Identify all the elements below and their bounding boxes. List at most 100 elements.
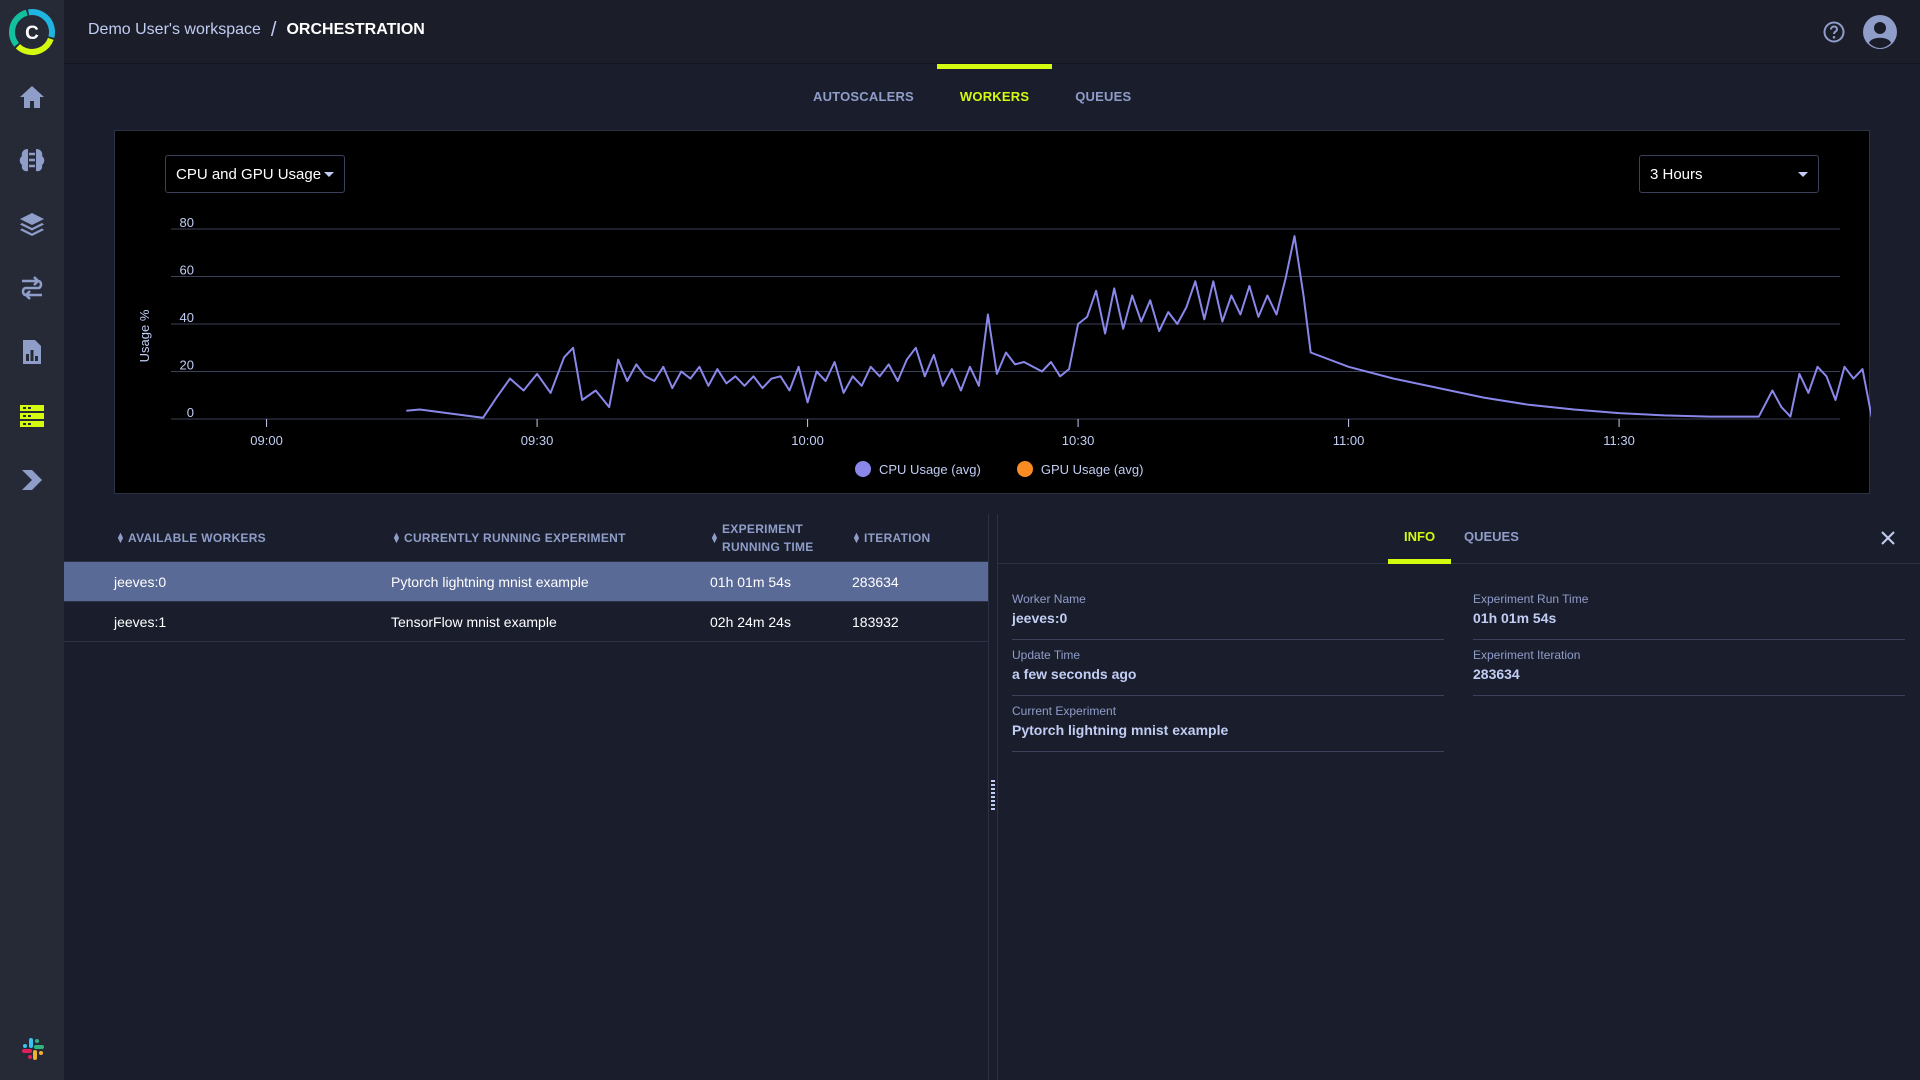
info-panel-tabs: INFO QUEUES xyxy=(998,514,1920,564)
legend-item-gpu[interactable]: GPU Usage (avg) xyxy=(1016,461,1144,477)
sidebar: C xyxy=(0,0,64,1080)
cell-iteration: 283634 xyxy=(852,574,899,590)
time-range-select[interactable]: 3 Hours xyxy=(1639,155,1819,193)
field-experiment-iteration: Experiment Iteration 283634 xyxy=(1473,640,1905,696)
breadcrumb: Demo User's workspace / ORCHESTRATION xyxy=(88,19,425,41)
column-header-label-line1: EXPERIMENT xyxy=(722,522,804,536)
legend-label-gpu: GPU Usage (avg) xyxy=(1040,461,1144,477)
panel-resize-handle[interactable] xyxy=(988,514,998,1080)
table-row[interactable]: jeeves:0 Pytorch lightning mnist example… xyxy=(64,562,988,602)
y-tick-label: 0 xyxy=(187,405,194,420)
tab-queues[interactable]: QUEUES xyxy=(1075,89,1132,104)
cell-iteration: 183932 xyxy=(852,614,899,630)
sidebar-item-orchestration[interactable] xyxy=(16,400,48,432)
cell-experiment: Pytorch lightning mnist example xyxy=(391,574,589,590)
y-axis-label: Usage % xyxy=(137,309,152,362)
tab-info[interactable]: INFO xyxy=(1388,514,1452,564)
field-label: Experiment Run Time xyxy=(1473,592,1589,606)
field-label: Current Experiment xyxy=(1012,704,1117,718)
x-tick-label: 11:00 xyxy=(1333,433,1365,448)
sidebar-item-home[interactable] xyxy=(16,81,48,113)
chevron-down-icon xyxy=(324,171,334,177)
chart-legend: CPU Usage (avg) GPU Usage (avg) xyxy=(855,461,1179,477)
metric-select[interactable]: CPU and GPU Usage xyxy=(165,155,345,193)
table-header: ▲ ▼ AVAILABLE WORKERS ▲ ▼ CURRENTLY RUNNIN… xyxy=(64,514,988,562)
breadcrumb-separator: / xyxy=(270,19,277,41)
tab-worker-queues[interactable]: QUEUES xyxy=(1464,529,1519,544)
column-header-label: EXPERIMENT RUNNING TIME xyxy=(722,520,814,556)
cell-running-time: 02h 24m 24s xyxy=(710,614,791,630)
column-header-label: ITERATION xyxy=(864,531,931,545)
user-avatar-icon[interactable] xyxy=(1862,14,1898,50)
field-current-experiment: Current Experiment Pytorch lightning mni… xyxy=(1012,696,1444,752)
column-header-running-time[interactable]: ▲ ▼ EXPERIMENT RUNNING TIME xyxy=(710,514,814,562)
brain-icon xyxy=(19,149,45,172)
breadcrumb-workspace[interactable]: Demo User's workspace xyxy=(88,21,261,38)
sidebar-item-pipelines[interactable] xyxy=(16,272,48,304)
sidebar-item-deploy[interactable] xyxy=(16,464,48,496)
close-icon[interactable] xyxy=(1878,528,1898,548)
orchestration-tabs: AUTOSCALERS WORKERS QUEUES xyxy=(790,64,1154,124)
legend-dot-gpu xyxy=(1016,461,1033,477)
column-header-label-line2: RUNNING TIME xyxy=(722,540,814,554)
sidebar-item-models[interactable] xyxy=(16,144,48,176)
sort-icon: ▲ ▼ xyxy=(392,530,402,545)
sort-icon: ▲ ▼ xyxy=(710,530,720,545)
x-tick-label: 11:30 xyxy=(1603,433,1635,448)
field-value: a few seconds ago xyxy=(1012,666,1137,682)
chevron-down-icon xyxy=(1798,171,1808,177)
svg-text:C: C xyxy=(25,23,39,44)
legend-item-cpu[interactable]: CPU Usage (avg) xyxy=(855,461,981,477)
cell-worker: jeeves:0 xyxy=(114,574,167,590)
y-tick-label: 40 xyxy=(180,310,194,325)
sort-icon: ▲ ▼ xyxy=(116,530,126,545)
field-value: Pytorch lightning mnist example xyxy=(1012,722,1229,738)
time-range-select-value: 3 Hours xyxy=(1650,165,1703,183)
field-value: 01h 01m 54s xyxy=(1473,610,1557,626)
column-header-iteration[interactable]: ▲ ▼ ITERATION xyxy=(852,514,930,562)
x-tick-label: 10:00 xyxy=(791,433,824,448)
tab-workers[interactable]: WORKERS xyxy=(936,64,1053,124)
y-tick-label: 20 xyxy=(180,358,194,373)
help-icon[interactable] xyxy=(1822,20,1846,44)
drag-grip-icon xyxy=(991,780,995,810)
y-tick-label: 80 xyxy=(180,215,194,230)
column-header-label: AVAILABLE WORKERS xyxy=(128,531,266,545)
field-value: jeeves:0 xyxy=(1012,610,1068,626)
x-tick-label: 09:00 xyxy=(250,433,283,448)
worker-info-panel: INFO QUEUES Worker Name jeeves:0 Update … xyxy=(998,514,1920,1080)
cell-worker: jeeves:1 xyxy=(114,614,167,630)
metric-select-value: CPU and GPU Usage xyxy=(176,165,322,183)
usage-chart: 0 20 40 60 80 09:00 09:30 10:00 10:30 11:00 11:30 U… xyxy=(137,215,1871,448)
cell-running-time: 01h 01m 54s xyxy=(710,574,791,590)
page-title: ORCHESTRATION xyxy=(286,21,425,38)
slack-icon[interactable] xyxy=(20,1036,46,1062)
field-label: Update Time xyxy=(1012,648,1081,662)
field-label: Experiment Iteration xyxy=(1473,648,1581,662)
field-experiment-run-time: Experiment Run Time 01h 01m 54s xyxy=(1473,584,1905,640)
field-update-time: Update Time a few seconds ago xyxy=(1012,640,1444,696)
x-tick-label: 10:30 xyxy=(1062,433,1095,448)
sidebar-item-datasets[interactable] xyxy=(16,208,48,240)
column-header-available-workers[interactable]: ▲ ▼ AVAILABLE WORKERS xyxy=(116,514,266,562)
home-icon xyxy=(20,86,44,108)
column-header-running-experiment[interactable]: ▲ ▼ CURRENTLY RUNNING EXPERIMENT xyxy=(392,514,626,562)
field-label: Worker Name xyxy=(1012,592,1086,606)
sidebar-item-reports[interactable] xyxy=(16,336,48,368)
clearml-logo-icon[interactable]: C xyxy=(8,8,56,56)
table-row[interactable]: jeeves:1 TensorFlow mnist example 02h 24… xyxy=(64,602,988,642)
layers-icon xyxy=(20,213,44,236)
series-line-0 xyxy=(406,235,1871,419)
legend-label-cpu: CPU Usage (avg) xyxy=(879,461,981,477)
cell-experiment: TensorFlow mnist example xyxy=(391,614,557,630)
usage-chart-card: 0 20 40 60 80 09:00 09:30 10:00 10:30 11:00 11:30 U… xyxy=(114,130,1871,494)
tab-autoscalers[interactable]: AUTOSCALERS xyxy=(813,89,914,104)
column-header-label: CURRENTLY RUNNING EXPERIMENT xyxy=(404,531,626,545)
field-value: 283634 xyxy=(1473,666,1520,682)
workers-table: ▲ ▼ AVAILABLE WORKERS ▲ ▼ CURRENTLY RUNNIN… xyxy=(64,514,988,1080)
field-worker-name: Worker Name jeeves:0 xyxy=(1012,584,1444,640)
sort-icon: ▲ ▼ xyxy=(852,530,862,545)
pipelines-icon xyxy=(21,276,43,300)
legend-dot-cpu xyxy=(855,461,871,477)
reports-icon xyxy=(23,340,41,364)
